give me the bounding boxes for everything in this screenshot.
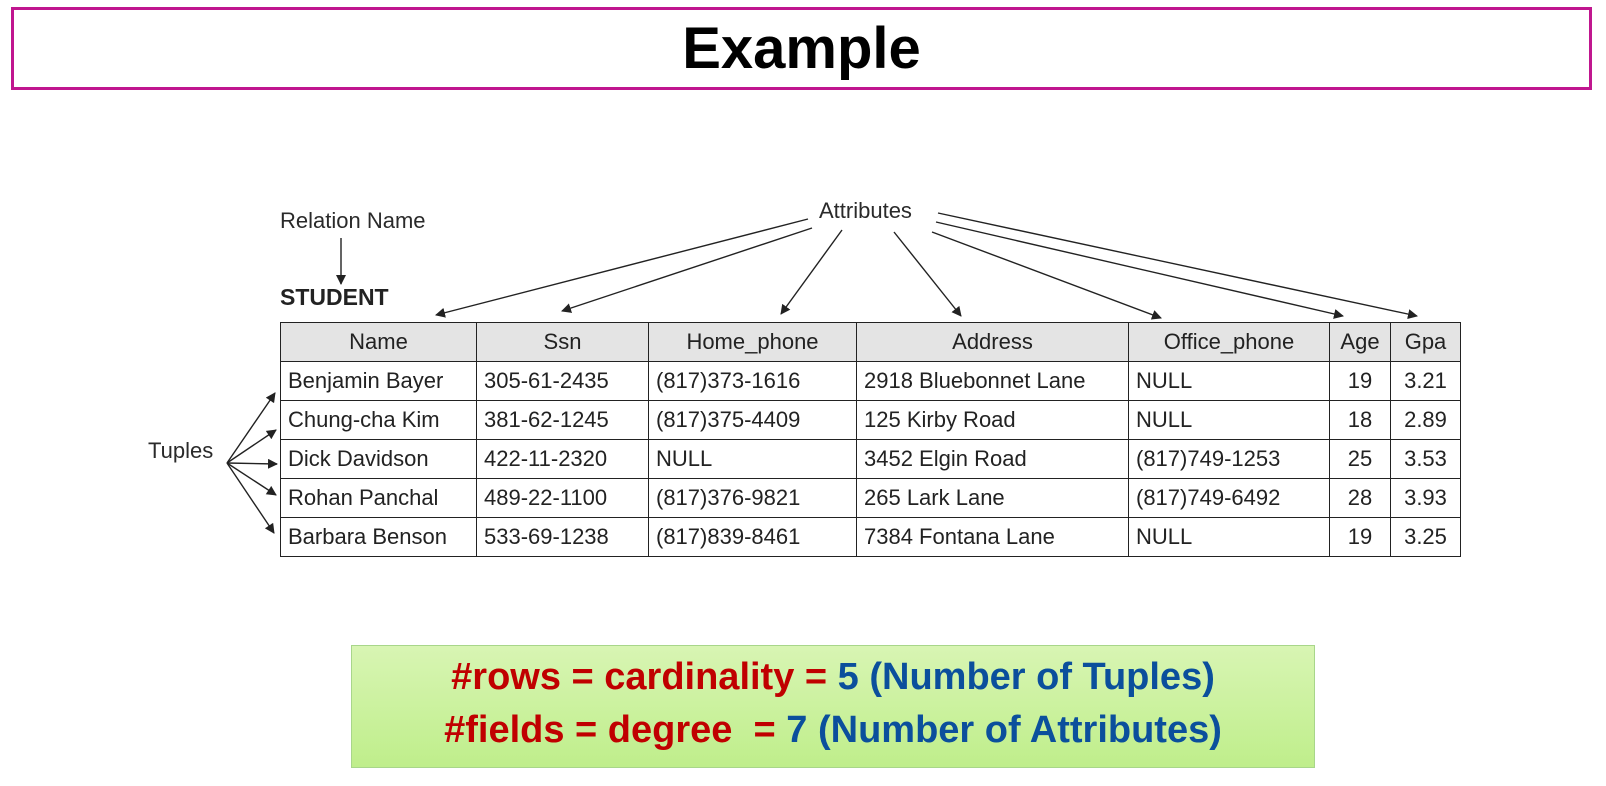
title-box: Example bbox=[11, 7, 1592, 90]
column-header-office-phone: Office_phone bbox=[1128, 322, 1330, 362]
cell-office-phone: NULL bbox=[1128, 400, 1330, 440]
cell-address: 265 Lark Lane bbox=[856, 478, 1129, 518]
attribute-arrow-home-phone bbox=[780, 229, 843, 315]
cardinality-value: 5 (Number of Tuples) bbox=[837, 656, 1215, 698]
cell-name: Rohan Panchal bbox=[280, 478, 477, 518]
column-header-home-phone: Home_phone bbox=[648, 322, 857, 362]
cell-home-phone: (817)373-1616 bbox=[648, 361, 857, 401]
tuples-label: Tuples bbox=[148, 438, 214, 463]
cell-office-phone: (817)749-1253 bbox=[1128, 439, 1330, 479]
column-header-address: Address bbox=[856, 322, 1129, 362]
table-header-row: Name Ssn Home_phone Address Office_phone… bbox=[280, 322, 1461, 362]
degree-value: 7 (Number of Attributes) bbox=[786, 709, 1222, 751]
tuple-arrow-5 bbox=[226, 462, 275, 534]
cell-home-phone: (817)375-4409 bbox=[648, 400, 857, 440]
column-header-ssn: Ssn bbox=[476, 322, 649, 362]
table-row: Chung-cha Kim 381-62-1245 (817)375-4409 … bbox=[280, 400, 1461, 440]
attribute-arrow-ssn bbox=[561, 227, 813, 313]
attribute-arrow-gpa bbox=[937, 212, 1418, 319]
relation-name-label: Relation Name bbox=[280, 208, 426, 233]
cell-address: 7384 Fontana Lane bbox=[856, 517, 1129, 557]
attribute-arrow-office-phone bbox=[931, 231, 1162, 320]
cell-age: 25 bbox=[1329, 439, 1391, 479]
cell-name: Barbara Benson bbox=[280, 517, 477, 557]
table-row: Rohan Panchal 489-22-1100 (817)376-9821 … bbox=[280, 478, 1461, 518]
column-header-name: Name bbox=[280, 322, 477, 362]
cell-office-phone: NULL bbox=[1128, 517, 1330, 557]
table-row: Dick Davidson 422-11-2320 NULL 3452 Elgi… bbox=[280, 439, 1461, 479]
tuple-arrow-4 bbox=[226, 462, 277, 496]
cell-ssn: 533-69-1238 bbox=[476, 517, 649, 557]
degree-label: #fields = degree = bbox=[444, 709, 787, 751]
formula-box: #rows = cardinality = 5 (Number of Tuple… bbox=[351, 645, 1315, 768]
column-header-age: Age bbox=[1329, 322, 1391, 362]
table-row: Benjamin Bayer 305-61-2435 (817)373-1616… bbox=[280, 361, 1461, 401]
degree-line: #fields = degree = 7 (Number of Attribut… bbox=[352, 709, 1314, 752]
cell-office-phone: (817)749-6492 bbox=[1128, 478, 1330, 518]
slide-title: Example bbox=[682, 16, 921, 81]
relation-name: STUDENT bbox=[280, 284, 389, 310]
student-table: Name Ssn Home_phone Address Office_phone… bbox=[280, 322, 1461, 557]
cell-address: 3452 Elgin Road bbox=[856, 439, 1129, 479]
cell-ssn: 422-11-2320 bbox=[476, 439, 649, 479]
tuple-arrow-1 bbox=[226, 392, 276, 464]
cardinality-line: #rows = cardinality = 5 (Number of Tuple… bbox=[352, 656, 1314, 699]
cell-ssn: 381-62-1245 bbox=[476, 400, 649, 440]
cell-home-phone: (817)839-8461 bbox=[648, 517, 857, 557]
tuple-arrow-2 bbox=[226, 429, 277, 464]
cell-name: Chung-cha Kim bbox=[280, 400, 477, 440]
cell-home-phone: (817)376-9821 bbox=[648, 478, 857, 518]
attributes-label: Attributes bbox=[819, 198, 912, 223]
cell-ssn: 489-22-1100 bbox=[476, 478, 649, 518]
cell-home-phone: NULL bbox=[648, 439, 857, 479]
cell-age: 19 bbox=[1329, 517, 1391, 557]
attribute-arrow-address bbox=[893, 231, 962, 317]
attribute-arrow-name bbox=[435, 218, 809, 318]
cell-office-phone: NULL bbox=[1128, 361, 1330, 401]
cell-gpa: 2.89 bbox=[1390, 400, 1461, 440]
cell-gpa: 3.93 bbox=[1390, 478, 1461, 518]
cell-gpa: 3.53 bbox=[1390, 439, 1461, 479]
cell-age: 28 bbox=[1329, 478, 1391, 518]
cell-ssn: 305-61-2435 bbox=[476, 361, 649, 401]
cell-gpa: 3.25 bbox=[1390, 517, 1461, 557]
cell-address: 2918 Bluebonnet Lane bbox=[856, 361, 1129, 401]
attribute-arrow-age bbox=[935, 221, 1344, 319]
tuple-arrow-3 bbox=[226, 458, 278, 469]
cell-name: Dick Davidson bbox=[280, 439, 477, 479]
cell-name: Benjamin Bayer bbox=[280, 361, 477, 401]
column-header-gpa: Gpa bbox=[1390, 322, 1461, 362]
cell-age: 18 bbox=[1329, 400, 1391, 440]
cell-address: 125 Kirby Road bbox=[856, 400, 1129, 440]
cardinality-label: #rows = cardinality = bbox=[451, 656, 838, 698]
cell-gpa: 3.21 bbox=[1390, 361, 1461, 401]
cell-age: 19 bbox=[1329, 361, 1391, 401]
table-row: Barbara Benson 533-69-1238 (817)839-8461… bbox=[280, 517, 1461, 557]
